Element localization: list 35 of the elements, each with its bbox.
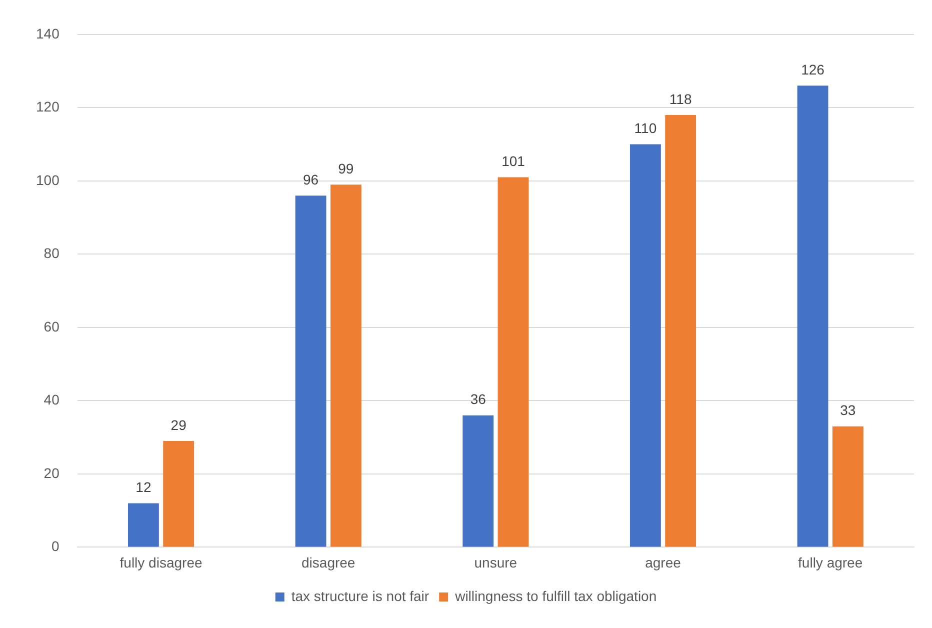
data-label: 33 — [840, 402, 856, 418]
y-tick-label: 60 — [44, 318, 60, 334]
bar — [832, 426, 864, 547]
data-label: 29 — [170, 416, 187, 433]
y-tick-label: 120 — [36, 98, 60, 115]
data-label: 99 — [338, 160, 354, 176]
bar — [462, 415, 494, 547]
y-tick-label: 20 — [44, 464, 60, 481]
bar — [630, 144, 661, 547]
data-label: 118 — [669, 90, 692, 107]
data-label: 126 — [801, 62, 825, 78]
y-tick-label: 80 — [44, 245, 60, 262]
bar — [498, 177, 529, 547]
x-tick-label: agree — [645, 554, 682, 570]
data-label: 101 — [502, 153, 526, 170]
x-tick-label: fully disagree — [120, 554, 202, 570]
data-label: 96 — [302, 171, 319, 188]
bar — [295, 196, 326, 547]
legend-label: tax structure is not fair — [291, 588, 430, 604]
x-tick-label: unsure — [474, 554, 518, 570]
x-tick-label: fully agree — [798, 554, 863, 570]
bar — [128, 503, 159, 547]
bar — [797, 86, 828, 547]
bar — [163, 440, 194, 547]
data-label: 110 — [634, 120, 657, 136]
y-tick-label: 40 — [44, 392, 60, 408]
y-tick-label: 100 — [36, 172, 60, 188]
x-tick-label: disagree — [302, 554, 356, 570]
bar — [330, 184, 362, 547]
data-label: 12 — [136, 479, 152, 496]
legend-label: willingness to fulfill tax obligation — [454, 588, 657, 604]
bar — [665, 114, 696, 547]
y-tick-label: 140 — [36, 25, 60, 42]
y-tick-label: 0 — [52, 538, 60, 554]
data-label: 36 — [470, 391, 486, 408]
